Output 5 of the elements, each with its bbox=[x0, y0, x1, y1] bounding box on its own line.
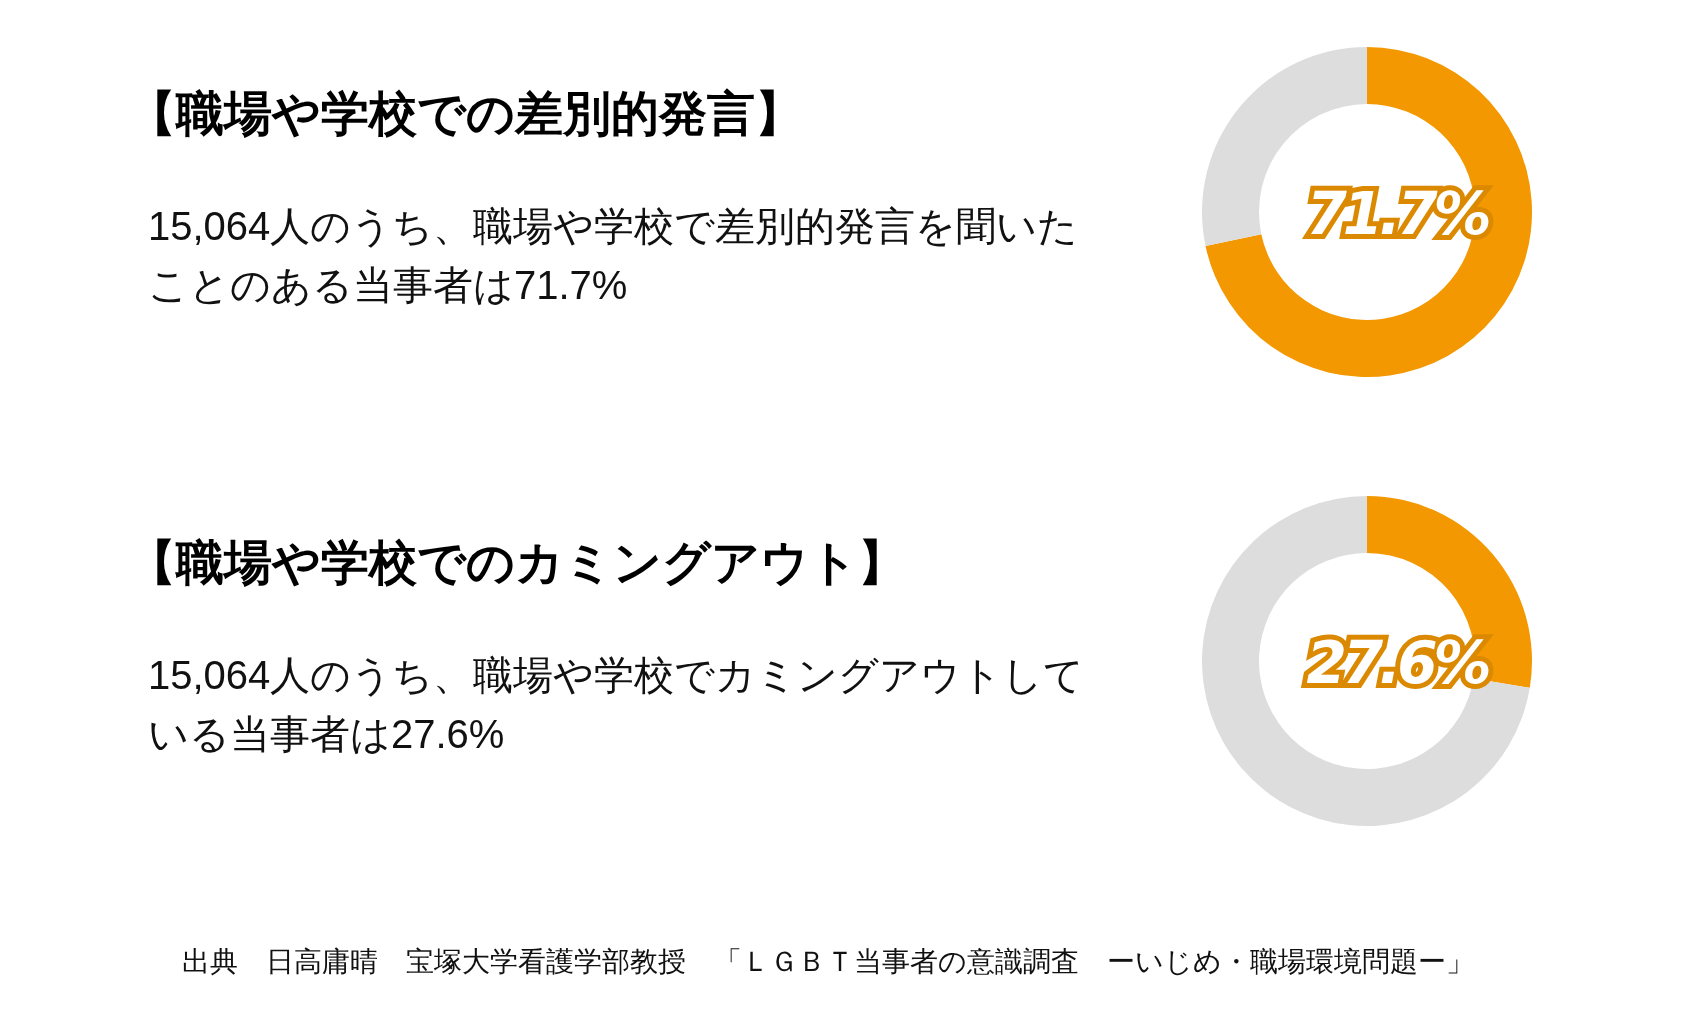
source-note: 出典 日高庸晴 宝塚大学看護学部教授 「ＬＧＢＴ当事者の意識調査 ーいじめ・職場環境問題ー」 bbox=[182, 945, 1474, 979]
text: 【職場や学校での差別的発言】 bbox=[128, 86, 803, 142]
text: 【職場や学校でのカミングアウト】 bbox=[128, 535, 906, 591]
text: 15,064人のうち、職場や学校で差別的発言を聞いたことのある当事者は71.7% bbox=[148, 202, 1080, 309]
text: 15,064人のうち、職場や学校でカミングアウトしている当事者は27.6% bbox=[148, 651, 1086, 758]
